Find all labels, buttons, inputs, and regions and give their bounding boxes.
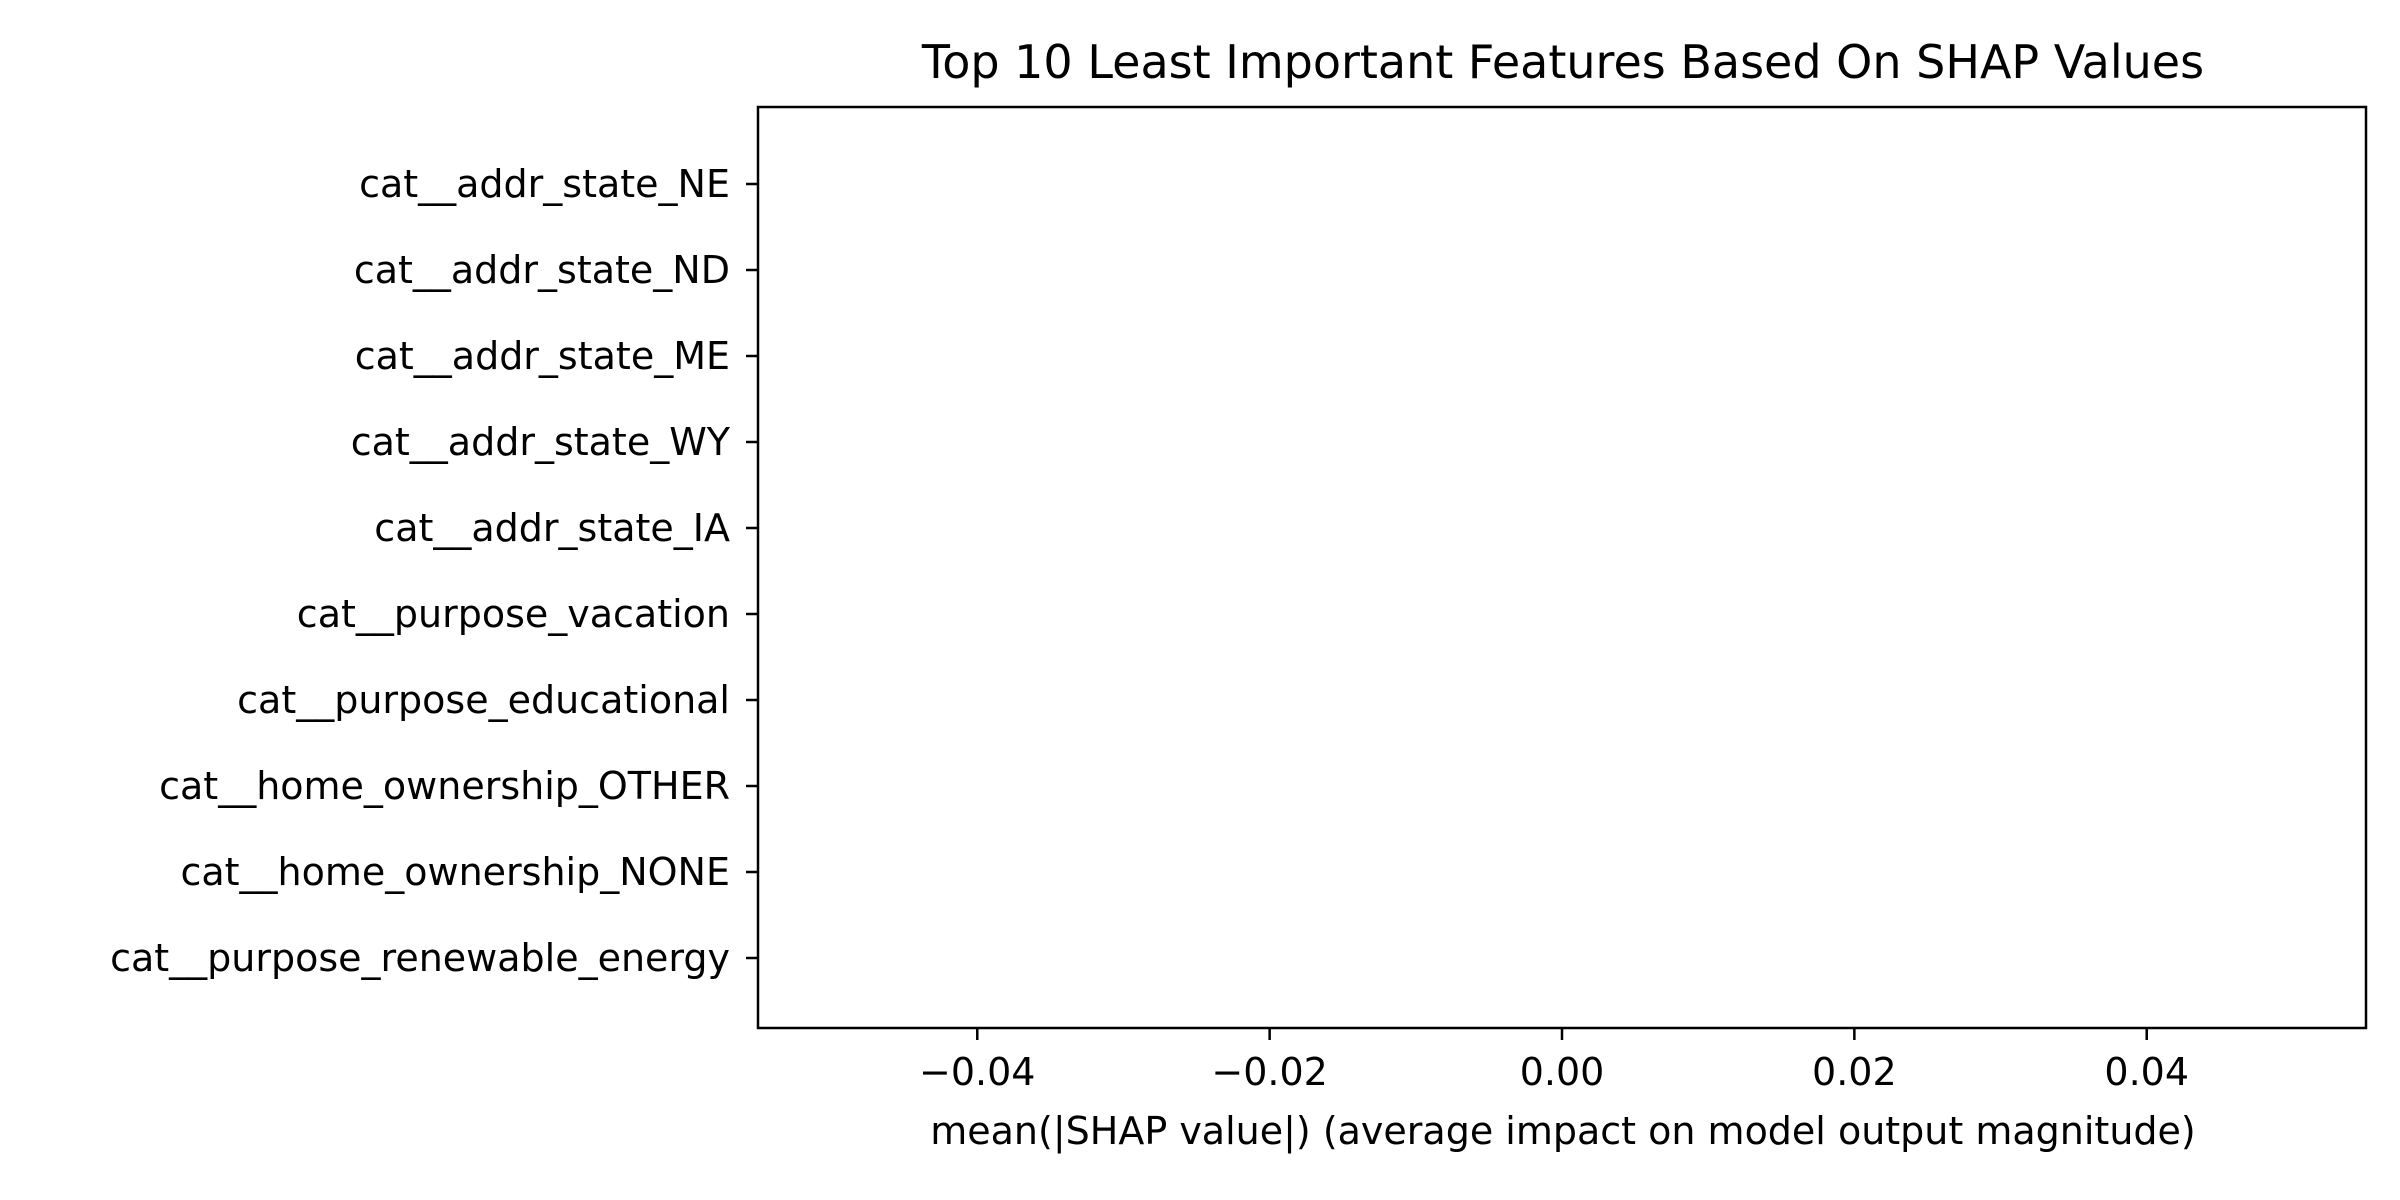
x-tick-label: −0.02	[1211, 1050, 1327, 1094]
y-tick-label: cat__purpose_educational	[237, 678, 730, 722]
y-tick-label: cat__addr_state_WY	[351, 420, 731, 464]
y-tick-label: cat__home_ownership_NONE	[180, 850, 730, 894]
x-tick-label: −0.04	[919, 1050, 1035, 1094]
x-axis: −0.04 −0.02 0.00 0.02 0.04	[919, 1028, 2189, 1094]
y-tick-label: cat__addr_state_ND	[354, 248, 730, 292]
y-tick-label: cat__purpose_vacation	[297, 592, 730, 636]
x-tick-label: 0.00	[1520, 1050, 1605, 1094]
chart-title: Top 10 Least Important Features Based On…	[921, 35, 2204, 89]
y-tick-label: cat__home_ownership_OTHER	[159, 764, 730, 808]
y-tick-label: cat__purpose_renewable_energy	[110, 936, 730, 980]
y-tick-label: cat__addr_state_IA	[374, 506, 730, 550]
x-axis-label: mean(|SHAP value|) (average impact on mo…	[930, 1109, 2196, 1154]
x-tick-label: 0.02	[1812, 1050, 1897, 1094]
y-tick-label: cat__addr_state_ME	[355, 334, 730, 378]
y-axis: cat__addr_state_NE cat__addr_state_ND cat_…	[110, 162, 758, 980]
y-tick-label: cat__addr_state_NE	[359, 162, 730, 206]
x-tick-label: 0.04	[2104, 1050, 2189, 1094]
